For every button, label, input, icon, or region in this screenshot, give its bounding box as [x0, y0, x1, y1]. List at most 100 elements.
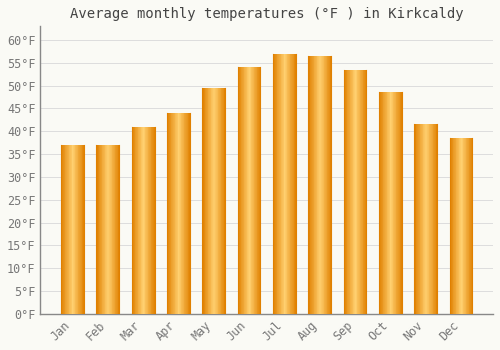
Bar	[186, 113, 187, 314]
Bar	[142, 127, 143, 314]
Bar	[346, 70, 348, 314]
Bar	[394, 92, 395, 314]
Bar	[82, 145, 83, 314]
Bar	[428, 125, 430, 314]
Bar	[253, 67, 254, 314]
Bar	[309, 56, 310, 314]
Bar	[284, 54, 285, 314]
Bar	[64, 145, 66, 314]
Bar	[258, 67, 259, 314]
Bar	[330, 56, 331, 314]
Bar	[224, 88, 225, 314]
Bar	[139, 127, 140, 314]
Bar	[329, 56, 330, 314]
Bar	[134, 127, 136, 314]
Bar	[308, 56, 309, 314]
Bar	[361, 70, 362, 314]
Bar	[74, 145, 76, 314]
Bar	[202, 88, 203, 314]
Bar	[204, 88, 206, 314]
Bar	[252, 67, 253, 314]
Bar	[170, 113, 172, 314]
Bar	[320, 56, 321, 314]
Bar	[279, 54, 280, 314]
Bar	[386, 92, 388, 314]
Bar	[292, 54, 293, 314]
Bar	[420, 125, 421, 314]
Bar	[70, 145, 71, 314]
Bar	[316, 56, 318, 314]
Bar	[214, 88, 215, 314]
Bar	[97, 145, 98, 314]
Bar	[380, 92, 381, 314]
Bar	[242, 67, 243, 314]
Bar	[80, 145, 81, 314]
Bar	[274, 54, 275, 314]
Bar	[392, 92, 394, 314]
Bar	[467, 138, 468, 314]
Bar	[325, 56, 326, 314]
Bar	[465, 138, 466, 314]
Bar	[146, 127, 147, 314]
Bar	[344, 70, 345, 314]
Bar	[188, 113, 189, 314]
Bar	[457, 138, 458, 314]
Bar	[106, 145, 107, 314]
Bar	[461, 138, 462, 314]
Bar	[103, 145, 104, 314]
Bar	[348, 70, 349, 314]
Bar	[174, 113, 176, 314]
Bar	[98, 145, 100, 314]
Bar	[111, 145, 112, 314]
Bar	[400, 92, 401, 314]
Bar	[359, 70, 360, 314]
Bar	[136, 127, 137, 314]
Bar	[451, 138, 452, 314]
Bar	[326, 56, 328, 314]
Bar	[452, 138, 454, 314]
Bar	[351, 70, 352, 314]
Bar	[273, 54, 274, 314]
Bar	[223, 88, 224, 314]
Bar	[321, 56, 322, 314]
Bar	[450, 138, 451, 314]
Bar	[436, 125, 437, 314]
Bar	[62, 145, 63, 314]
Bar	[73, 145, 74, 314]
Bar	[176, 113, 177, 314]
Bar	[66, 145, 67, 314]
Bar	[179, 113, 180, 314]
Bar	[464, 138, 465, 314]
Bar	[152, 127, 153, 314]
Bar	[310, 56, 312, 314]
Bar	[206, 88, 207, 314]
Bar	[210, 88, 212, 314]
Bar	[313, 56, 314, 314]
Bar	[148, 127, 149, 314]
Bar	[116, 145, 117, 314]
Bar	[295, 54, 296, 314]
Bar	[418, 125, 419, 314]
Bar	[187, 113, 188, 314]
Bar	[255, 67, 256, 314]
Bar	[458, 138, 460, 314]
Bar	[349, 70, 350, 314]
Bar	[238, 67, 239, 314]
Bar	[290, 54, 291, 314]
Bar	[239, 67, 240, 314]
Bar	[96, 145, 97, 314]
Bar	[109, 145, 110, 314]
Bar	[350, 70, 351, 314]
Bar	[356, 70, 358, 314]
Bar	[293, 54, 294, 314]
Bar	[471, 138, 472, 314]
Bar	[207, 88, 208, 314]
Bar	[220, 88, 222, 314]
Bar	[208, 88, 209, 314]
Bar	[345, 70, 346, 314]
Bar	[421, 125, 422, 314]
Bar	[355, 70, 356, 314]
Bar	[184, 113, 185, 314]
Bar	[172, 113, 173, 314]
Bar	[328, 56, 329, 314]
